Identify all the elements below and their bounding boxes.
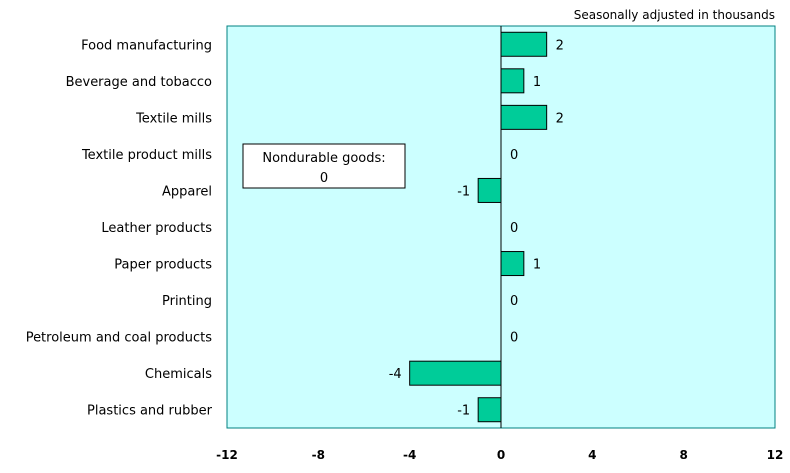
data-label: 0 (510, 294, 518, 309)
x-tick-label: 12 (767, 448, 784, 462)
data-labels: 2 1 2 0 -1 0 1 0 0 -4 -1 (389, 38, 564, 418)
category-label: Leather products (101, 221, 212, 236)
x-tick-label: -12 (216, 448, 238, 462)
data-label: -1 (457, 184, 470, 199)
data-label: 2 (556, 38, 564, 53)
data-label: -1 (457, 404, 470, 419)
chart-subtitle: Seasonally adjusted in thousands (574, 8, 775, 22)
callout-value: 0 (320, 171, 328, 186)
data-label: 0 (510, 331, 518, 346)
x-tick-label: 8 (679, 448, 687, 462)
callout-box (242, 143, 406, 189)
bars-layer (409, 31, 548, 423)
category-label: Textile mills (135, 111, 212, 126)
data-label: -4 (389, 367, 402, 382)
category-label: Paper products (114, 258, 212, 273)
category-label: Plastics and rubber (87, 404, 213, 419)
data-label: 1 (533, 75, 541, 90)
bar (500, 251, 525, 277)
data-label: 0 (510, 148, 518, 163)
x-tick-label: 0 (497, 448, 505, 462)
category-label: Beverage and tobacco (66, 75, 212, 90)
category-label: Petroleum and coal products (26, 331, 213, 346)
bar (477, 177, 502, 203)
nondurable-goods-callout: Nondurable goods: 0 (242, 143, 406, 189)
x-axis-tick-labels: -12 -8 -4 0 4 8 12 (216, 448, 783, 462)
category-label: Chemicals (145, 367, 212, 382)
data-label: 0 (510, 221, 518, 236)
x-tick-label: -8 (312, 448, 325, 462)
category-label: Printing (162, 294, 212, 309)
category-labels: Food manufacturing Beverage and tobacco Te… (26, 38, 213, 418)
callout-title: Nondurable goods: (262, 151, 385, 166)
data-label: 1 (533, 258, 541, 273)
bar (409, 360, 502, 386)
bar (500, 31, 548, 57)
data-label: 2 (556, 111, 564, 126)
bar (500, 68, 525, 94)
bar (477, 397, 502, 423)
category-label: Textile product mills (81, 148, 212, 163)
x-tick-label: -4 (403, 448, 416, 462)
x-tick-label: 4 (588, 448, 596, 462)
category-label: Apparel (162, 184, 212, 199)
bar (500, 104, 548, 130)
category-label: Food manufacturing (81, 38, 212, 53)
